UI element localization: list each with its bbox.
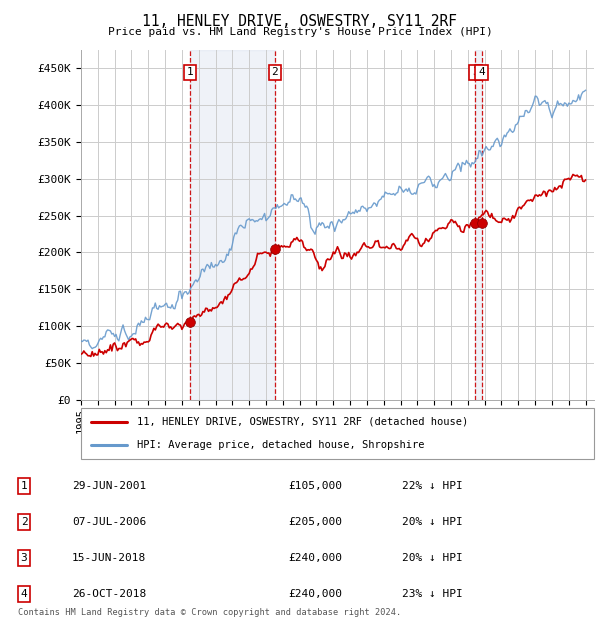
Text: £240,000: £240,000 <box>288 589 342 599</box>
Text: 2: 2 <box>271 68 278 78</box>
Bar <box>475 50 482 400</box>
FancyBboxPatch shape <box>81 408 594 459</box>
Text: HPI: Average price, detached house, Shropshire: HPI: Average price, detached house, Shro… <box>137 440 425 450</box>
Text: £105,000: £105,000 <box>288 481 342 491</box>
Text: Contains HM Land Registry data © Crown copyright and database right 2024.: Contains HM Land Registry data © Crown c… <box>18 608 401 617</box>
Text: 1: 1 <box>187 68 194 78</box>
Text: 4: 4 <box>20 589 28 599</box>
Text: 3: 3 <box>472 68 479 78</box>
Text: 20% ↓ HPI: 20% ↓ HPI <box>402 517 463 527</box>
Text: £205,000: £205,000 <box>288 517 342 527</box>
Text: 26-OCT-2018: 26-OCT-2018 <box>72 589 146 599</box>
Text: 22% ↓ HPI: 22% ↓ HPI <box>402 481 463 491</box>
Text: 4: 4 <box>478 68 485 78</box>
Text: 23% ↓ HPI: 23% ↓ HPI <box>402 589 463 599</box>
Text: 29-JUN-2001: 29-JUN-2001 <box>72 481 146 491</box>
Text: 11, HENLEY DRIVE, OSWESTRY, SY11 2RF: 11, HENLEY DRIVE, OSWESTRY, SY11 2RF <box>143 14 458 29</box>
Text: £240,000: £240,000 <box>288 553 342 563</box>
Text: 11, HENLEY DRIVE, OSWESTRY, SY11 2RF (detached house): 11, HENLEY DRIVE, OSWESTRY, SY11 2RF (de… <box>137 417 469 427</box>
Text: 07-JUL-2006: 07-JUL-2006 <box>72 517 146 527</box>
Text: 20% ↓ HPI: 20% ↓ HPI <box>402 553 463 563</box>
Bar <box>190 50 275 400</box>
Text: 1: 1 <box>20 481 28 491</box>
Text: Price paid vs. HM Land Registry's House Price Index (HPI): Price paid vs. HM Land Registry's House … <box>107 27 493 37</box>
Text: 15-JUN-2018: 15-JUN-2018 <box>72 553 146 563</box>
Text: 2: 2 <box>20 517 28 527</box>
Text: 3: 3 <box>20 553 28 563</box>
